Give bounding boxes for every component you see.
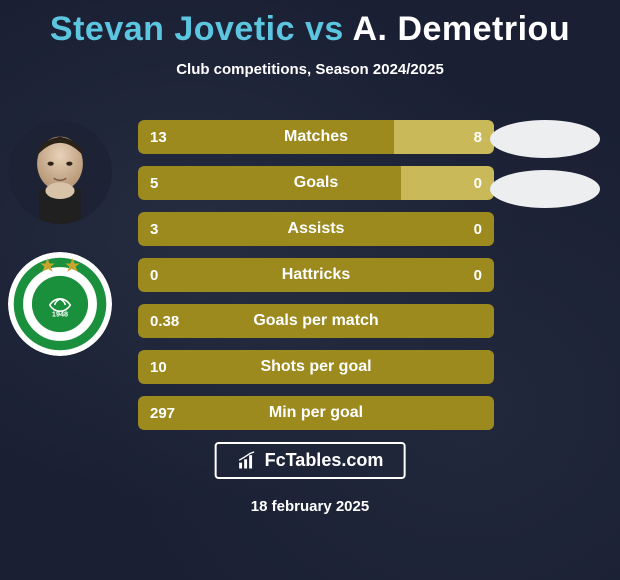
player2-avatar-oval — [490, 120, 600, 158]
date-text: 18 february 2025 — [0, 498, 620, 515]
chart-icon — [237, 451, 257, 471]
player2-club-crest: 1948 — [8, 252, 112, 356]
stat-label: Goals per match — [138, 304, 494, 338]
title-vs: vs — [305, 10, 344, 48]
player1-avatar — [8, 120, 112, 224]
brand-box: FcTables.com — [215, 442, 406, 479]
title-player1: Stevan Jovetic — [50, 10, 295, 48]
avatar-column: 1948 — [8, 120, 112, 384]
crest-icon: 1948 — [8, 252, 112, 356]
svg-text:1948: 1948 — [52, 309, 68, 318]
stat-row: 50Goals — [138, 166, 494, 200]
stat-label: Min per goal — [138, 396, 494, 430]
title-player2: A. Demetriou — [353, 10, 571, 48]
brand-text: FcTables.com — [265, 450, 384, 471]
stat-row: 0.38Goals per match — [138, 304, 494, 338]
stat-row: 10Shots per goal — [138, 350, 494, 384]
stat-row: 138Matches — [138, 120, 494, 154]
player2-avatar-oval — [490, 170, 600, 208]
stat-label: Assists — [138, 212, 494, 246]
stat-label: Matches — [138, 120, 494, 154]
subtitle: Club competitions, Season 2024/2025 — [0, 61, 620, 78]
stat-label: Hattricks — [138, 258, 494, 292]
stat-label: Goals — [138, 166, 494, 200]
stat-row: 30Assists — [138, 212, 494, 246]
person-icon — [8, 120, 112, 224]
stat-row: 297Min per goal — [138, 396, 494, 430]
stat-row: 00Hattricks — [138, 258, 494, 292]
stats-bars: 138Matches 50Goals 30Assists 00Hattricks 0.3… — [138, 120, 494, 442]
stat-label: Shots per goal — [138, 350, 494, 384]
page-title: Stevan Jovetic vs A. Demetriou — [0, 0, 620, 49]
